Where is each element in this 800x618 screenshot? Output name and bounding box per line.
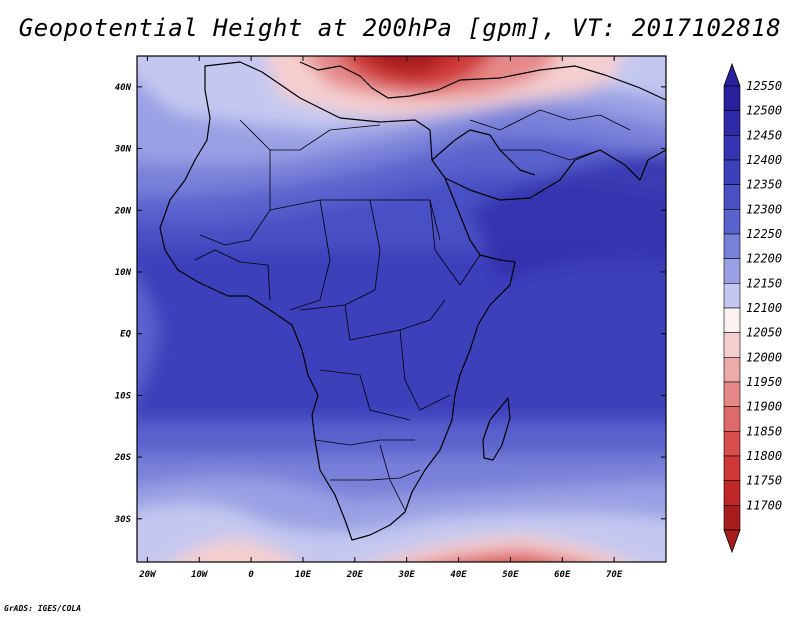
colorbar-swatch [723,159,741,185]
colorbar-label: 12050 [746,326,782,340]
colorbar-swatch [723,184,741,210]
colorbar-swatch [723,431,741,457]
lon-tick-label: 0 [248,570,254,580]
colorbar-swatch [723,233,741,259]
colorbar-swatch [723,110,741,136]
colorbar-swatch [723,283,741,309]
colorbar-swatch [723,357,741,383]
colorbar-label: 12150 [746,276,782,290]
colorbar-swatch [723,135,741,161]
lat-tick-label: 10N [115,268,132,278]
lat-tick-label: 20S [114,453,132,463]
axes: 40N 30N 20N 10N EQ 10S 20S 30S 20W 10W 0 10E 20E 30E 4… [114,56,666,580]
colorbar-label: 11800 [746,449,782,463]
colorbar-label: 12350 [746,178,782,192]
colorbar-label: 12300 [746,202,782,216]
colorbar: 12550 12500 12450 12400 12350 12300 12250 12200… [723,62,782,554]
colorbar-label: 12000 [746,350,782,364]
colorbar-swatch [723,505,741,531]
colorbar-label: 12400 [746,153,782,167]
colorbar-swatch [723,381,741,407]
chart-title: Geopotential Height at 200hPa [gpm], VT:… [18,14,782,42]
colorbar-swatch [723,307,741,333]
colorbar-label: 11850 [746,424,782,438]
lon-tick-label: 70E [606,570,623,580]
colorbar-swatch [723,406,741,432]
colorbar-label: 12200 [746,252,782,266]
lat-tick-label: 20N [114,206,132,216]
colorbar-swatch [723,332,741,358]
colorbar-label: 11700 [746,498,782,512]
lon-tick-label: 10W [191,570,209,580]
lat-tick-label: 10S [115,391,132,401]
lon-tick-label: 40E [450,570,467,580]
lon-tick-label: 10E [295,570,312,580]
lat-tick-label: 30N [114,145,132,155]
grads-credit: GrADS: IGES/COLA [4,604,82,613]
lon-tick-label: 20E [346,570,364,580]
plot-frame [136,55,667,563]
colorbar-swatch [723,258,741,284]
colorbar-swatch [723,480,741,506]
colorbar-swatch [723,85,741,111]
colorbar-label: 12550 [746,79,782,93]
colorbar-label: 12100 [746,301,782,315]
country-borders [194,109,631,511]
colorbar-bottom-arrow [723,529,741,554]
colorbar-label: 11750 [746,474,782,488]
lat-tick-label: EQ [120,330,131,340]
colorbar-swatch [723,209,741,235]
colorbar-label: 11950 [746,375,782,389]
lon-tick-label: 50E [502,570,519,580]
lat-tick-label: 40N [115,83,132,93]
colorbar-top-arrow [723,62,741,87]
lat-tick-label: 30S [114,515,132,525]
lon-tick-label: 20W [138,570,157,580]
colorbar-swatch [723,455,741,481]
coastlines [159,61,666,541]
colorbar-label: 12500 [746,104,782,118]
height-field [137,56,666,562]
lon-tick-label: 60E [554,570,571,580]
colorbar-label: 11900 [746,400,782,414]
lon-tick-label: 30E [398,570,416,580]
colorbar-label: 12450 [746,128,782,142]
colorbar-label: 12250 [746,227,782,241]
